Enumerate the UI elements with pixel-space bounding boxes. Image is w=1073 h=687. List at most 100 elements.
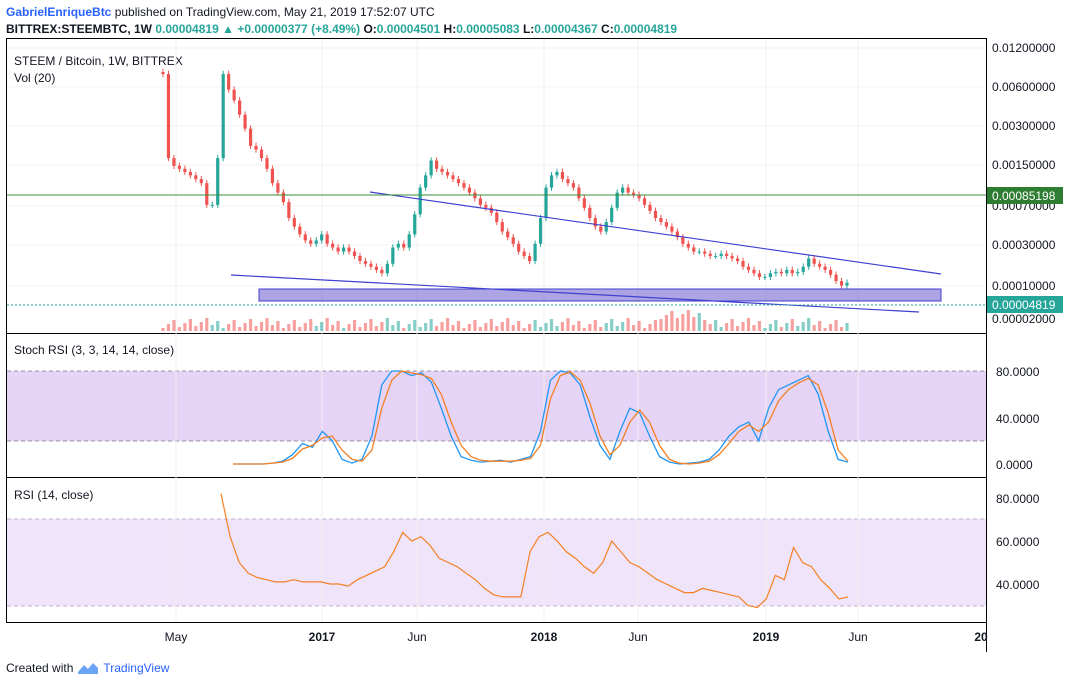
lower-trendline bbox=[230, 274, 920, 313]
candle-body bbox=[528, 256, 532, 262]
volume-bar bbox=[358, 327, 362, 331]
time-tick: 20 bbox=[974, 630, 988, 644]
candle-body bbox=[615, 192, 619, 208]
volume-bar bbox=[741, 322, 745, 331]
volume-bar bbox=[768, 324, 772, 331]
volume-bar bbox=[336, 321, 340, 331]
candle-body bbox=[708, 253, 712, 257]
volume-bar bbox=[714, 320, 718, 331]
volume-bar bbox=[276, 321, 280, 331]
candle-body bbox=[779, 271, 783, 274]
volume-bar bbox=[281, 328, 285, 331]
volume-bar bbox=[270, 325, 275, 331]
author-link[interactable]: GabrielEnriqueBtc bbox=[6, 5, 112, 19]
candle-body bbox=[287, 202, 291, 219]
candle-body bbox=[741, 261, 745, 267]
volume-bar bbox=[670, 311, 674, 331]
volume-bar bbox=[232, 320, 236, 331]
volume-bar bbox=[216, 321, 220, 331]
volume-bar bbox=[725, 323, 729, 331]
candle-body bbox=[566, 179, 570, 184]
candle-body bbox=[276, 183, 280, 193]
price-tick: 0.00002000 bbox=[992, 312, 1056, 326]
candle-body bbox=[281, 192, 285, 203]
candle-body bbox=[763, 276, 767, 278]
volume-bar bbox=[708, 324, 712, 331]
candle-body bbox=[352, 251, 357, 257]
candle-body bbox=[314, 240, 318, 244]
candle-body bbox=[259, 149, 264, 159]
candle-body bbox=[664, 222, 669, 227]
time-axis: May 2017 Jun 2018 Jun 2019 Jun 20 bbox=[165, 630, 988, 644]
time-tick: 2017 bbox=[309, 630, 336, 644]
time-tick: May bbox=[165, 630, 188, 644]
volume-bar bbox=[604, 323, 608, 331]
candle-body bbox=[341, 247, 346, 252]
volume-bar bbox=[807, 318, 811, 331]
volume-bar bbox=[303, 323, 307, 331]
candle-body bbox=[555, 171, 559, 176]
volume-bar bbox=[418, 327, 422, 331]
candle-body bbox=[243, 114, 247, 129]
candle-body bbox=[735, 258, 740, 262]
candle-body bbox=[303, 234, 307, 241]
candle-body bbox=[199, 179, 203, 184]
candle-body bbox=[610, 207, 614, 223]
candle-body bbox=[653, 210, 658, 219]
candle-body bbox=[571, 183, 575, 188]
candle-body bbox=[522, 251, 526, 257]
volume-bar bbox=[467, 324, 472, 331]
tradingview-link[interactable]: TradingView bbox=[103, 661, 170, 675]
candle-body bbox=[238, 100, 242, 115]
volume-bar bbox=[779, 327, 783, 331]
candle-body bbox=[560, 171, 565, 180]
volume-bar bbox=[675, 318, 679, 331]
candle-body bbox=[484, 204, 488, 208]
candle-body bbox=[205, 183, 209, 205]
candle-body bbox=[429, 160, 433, 176]
footer: Created with TradingView bbox=[6, 661, 169, 675]
volume-bar bbox=[259, 322, 264, 331]
candle-body bbox=[774, 271, 778, 274]
volume-bar bbox=[538, 327, 543, 331]
volume-bar bbox=[177, 327, 182, 331]
volume-bar bbox=[506, 318, 510, 331]
candle-body bbox=[626, 187, 630, 193]
volume-bar bbox=[445, 318, 450, 331]
volume-bar bbox=[456, 321, 461, 331]
volume-bar bbox=[730, 319, 734, 331]
rsi-pane-title: RSI (14, close) bbox=[14, 488, 93, 502]
price-tick: 0.01200000 bbox=[992, 41, 1056, 55]
stoch-k-line bbox=[233, 370, 849, 465]
volume-bar bbox=[828, 324, 833, 331]
candle-body bbox=[298, 226, 302, 235]
candle-body bbox=[363, 261, 368, 264]
rsi-band bbox=[7, 519, 986, 606]
volume-bar bbox=[341, 328, 346, 331]
low-label: L: bbox=[522, 22, 535, 36]
candle-body bbox=[582, 198, 586, 208]
candle-body bbox=[161, 71, 165, 75]
volume-bar bbox=[697, 313, 701, 331]
rsi-series-line bbox=[220, 493, 849, 609]
time-tick: 2019 bbox=[753, 630, 780, 644]
candle-body bbox=[506, 231, 510, 238]
volume-bar bbox=[571, 325, 575, 331]
candle-body bbox=[746, 266, 751, 270]
price-tick: 0.00150000 bbox=[992, 158, 1056, 172]
candle-body bbox=[462, 183, 466, 188]
candle-body bbox=[500, 222, 504, 232]
volume-bar bbox=[812, 325, 816, 331]
volume-bar bbox=[560, 322, 565, 331]
candle-body bbox=[812, 258, 816, 264]
volume-bar bbox=[440, 322, 444, 331]
rsi-line bbox=[220, 493, 849, 609]
candle-body bbox=[369, 263, 373, 267]
volume-bar bbox=[735, 326, 740, 331]
candle-body bbox=[790, 269, 794, 274]
volume-bar bbox=[801, 322, 805, 331]
stoch-axis: 80.0000 40.0000 0.0000 bbox=[996, 365, 1040, 472]
stoch-band bbox=[7, 371, 986, 441]
volume-bar bbox=[549, 319, 554, 331]
